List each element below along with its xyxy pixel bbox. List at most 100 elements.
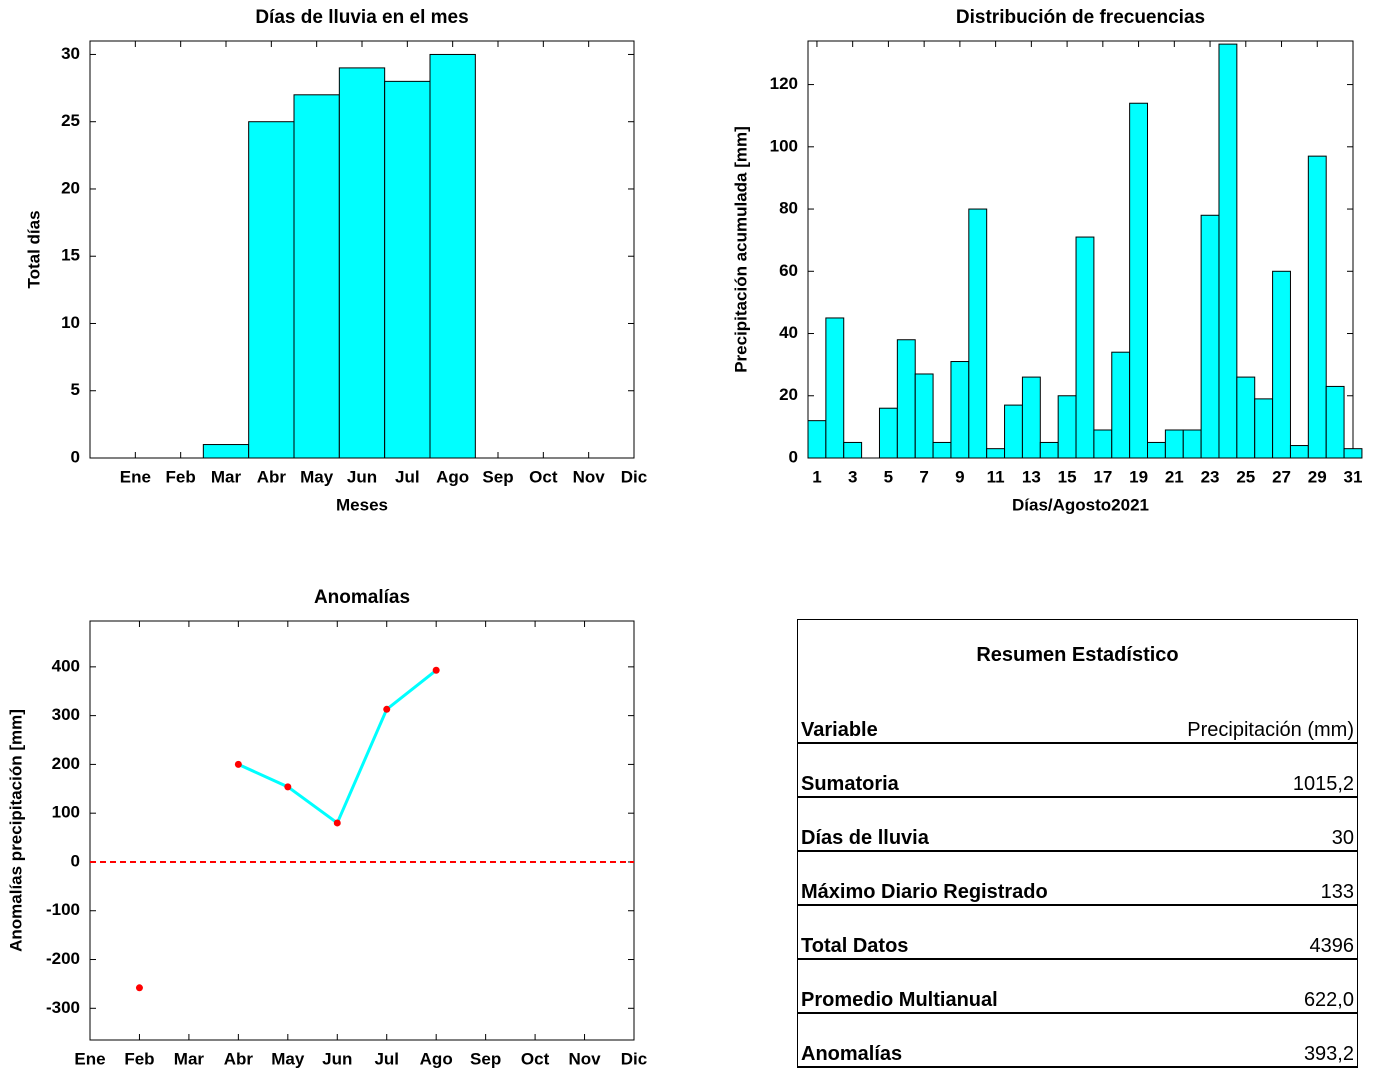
bar: [1182, 429, 1202, 459]
marker: [135, 984, 143, 992]
x-tick-label: 7: [919, 467, 928, 486]
x-tick-label: Ago: [420, 1049, 453, 1068]
bar: [1218, 43, 1238, 459]
table-title-row: Resumen Estadístico: [798, 620, 1358, 691]
y-tick-label: 15: [61, 246, 80, 265]
marker: [234, 760, 242, 768]
y-tick-label: 0: [789, 447, 798, 466]
bar: [384, 80, 431, 459]
bar: [429, 53, 476, 459]
bar: [843, 441, 863, 459]
y-tick-label: 200: [52, 754, 80, 773]
bar: [932, 441, 952, 459]
marker: [383, 705, 391, 713]
bar: [1343, 448, 1363, 459]
bar: [825, 317, 845, 459]
table-row: Días de lluvia 30: [797, 797, 1358, 852]
bar: [896, 339, 916, 459]
marker: [432, 666, 440, 674]
bar: [202, 444, 250, 459]
bar: [1147, 441, 1166, 459]
x-tick-label: Jun: [322, 1049, 352, 1068]
x-tick-label: 27: [1272, 467, 1291, 486]
bar: [1164, 429, 1184, 459]
bar: [1200, 214, 1220, 459]
table-cell: 1015,2: [1130, 743, 1358, 798]
x-tick-label: Abr: [224, 1049, 254, 1068]
x-tick-label: Sep: [470, 1049, 501, 1068]
summary-table: Resumen Estadístico Variable Precipitaci…: [797, 619, 1358, 1068]
bar: [1254, 398, 1274, 459]
x-tick-label: 17: [1093, 467, 1112, 486]
table-row: Sumatoria 1015,2: [797, 743, 1358, 798]
table-cell: Anomalías: [797, 1013, 1131, 1068]
y-tick-label: 0: [71, 851, 80, 870]
x-tick-label: Dic: [621, 467, 647, 486]
y-tick-label: 300: [52, 705, 80, 724]
x-tick-label: 1: [812, 467, 821, 486]
y-tick-label: 10: [61, 313, 80, 332]
x-tick-label: Nov: [568, 1049, 601, 1068]
y-tick-label: 30: [61, 44, 80, 63]
marker: [333, 819, 341, 827]
y-tick-label: -100: [46, 900, 80, 919]
x-tick-label: 23: [1201, 467, 1220, 486]
x-tick-label: Oct: [529, 467, 558, 486]
x-tick-label: Jun: [347, 467, 377, 486]
y-tick-label: 100: [770, 136, 798, 155]
y-tick-label: 20: [779, 385, 798, 404]
table-row: Anomalías 393,2: [797, 1013, 1358, 1068]
y-tick-label: 100: [52, 803, 80, 822]
y-tick-label: -300: [46, 998, 80, 1017]
bar: [1289, 445, 1309, 459]
table-cell: Días de lluvia: [797, 797, 1131, 852]
bar: [914, 373, 934, 459]
x-tick-label: Dic: [621, 1049, 647, 1068]
y-tick-label: 120: [770, 74, 798, 93]
x-tick-label: 3: [848, 467, 857, 486]
y-axis-label: Anomalías precipitación [mm]: [6, 709, 25, 952]
bar: [986, 448, 1006, 459]
header-cell: Variable: [797, 690, 1131, 744]
x-tick-label: Ene: [120, 467, 151, 486]
table-title: Resumen Estadístico: [976, 643, 1179, 666]
table-row: Promedio Multianual 622,0: [797, 959, 1358, 1014]
x-tick-label: 13: [1022, 467, 1041, 486]
table-row: Total Datos 4396: [797, 905, 1358, 960]
bar: [1021, 376, 1041, 459]
marker: [284, 783, 292, 791]
x-tick-label: Sep: [482, 467, 513, 486]
x-tick-label: Ago: [436, 467, 469, 486]
header-cell: Precipitación (mm): [1130, 690, 1358, 744]
bar: [1111, 351, 1131, 459]
bar: [293, 94, 340, 459]
table-cell: 30: [1130, 797, 1358, 852]
x-tick-label: Mar: [174, 1049, 205, 1068]
line: [237, 669, 438, 826]
bar: [1075, 236, 1095, 459]
x-tick-label: 19: [1129, 467, 1148, 486]
x-tick-label: 29: [1308, 467, 1327, 486]
table-header: Variable Precipitación (mm): [797, 690, 1358, 744]
x-tick-label: Abr: [257, 467, 287, 486]
bar: [1004, 404, 1023, 459]
x-tick-label: May: [271, 1049, 305, 1068]
bar: [338, 67, 386, 459]
x-tick-label: 25: [1236, 467, 1255, 486]
plot-frame: [89, 620, 635, 1041]
x-tick-label: 11: [987, 467, 1005, 486]
x-tick-label: Jul: [395, 467, 420, 486]
bar: [1039, 441, 1059, 459]
y-tick-label: 0: [71, 447, 80, 466]
bar: [807, 420, 827, 459]
bar: [1129, 102, 1149, 459]
x-tick-label: 9: [955, 467, 964, 486]
x-tick-label: Mar: [211, 467, 242, 486]
bar: [1057, 395, 1077, 459]
x-tick-label: 31: [1344, 467, 1363, 486]
chart-title: Días de lluvia en el mes: [255, 7, 468, 28]
y-axis-label: Total días: [24, 210, 43, 288]
y-axis-label: Precipitación acumulada [mm]: [731, 126, 750, 373]
bar: [1272, 270, 1291, 459]
